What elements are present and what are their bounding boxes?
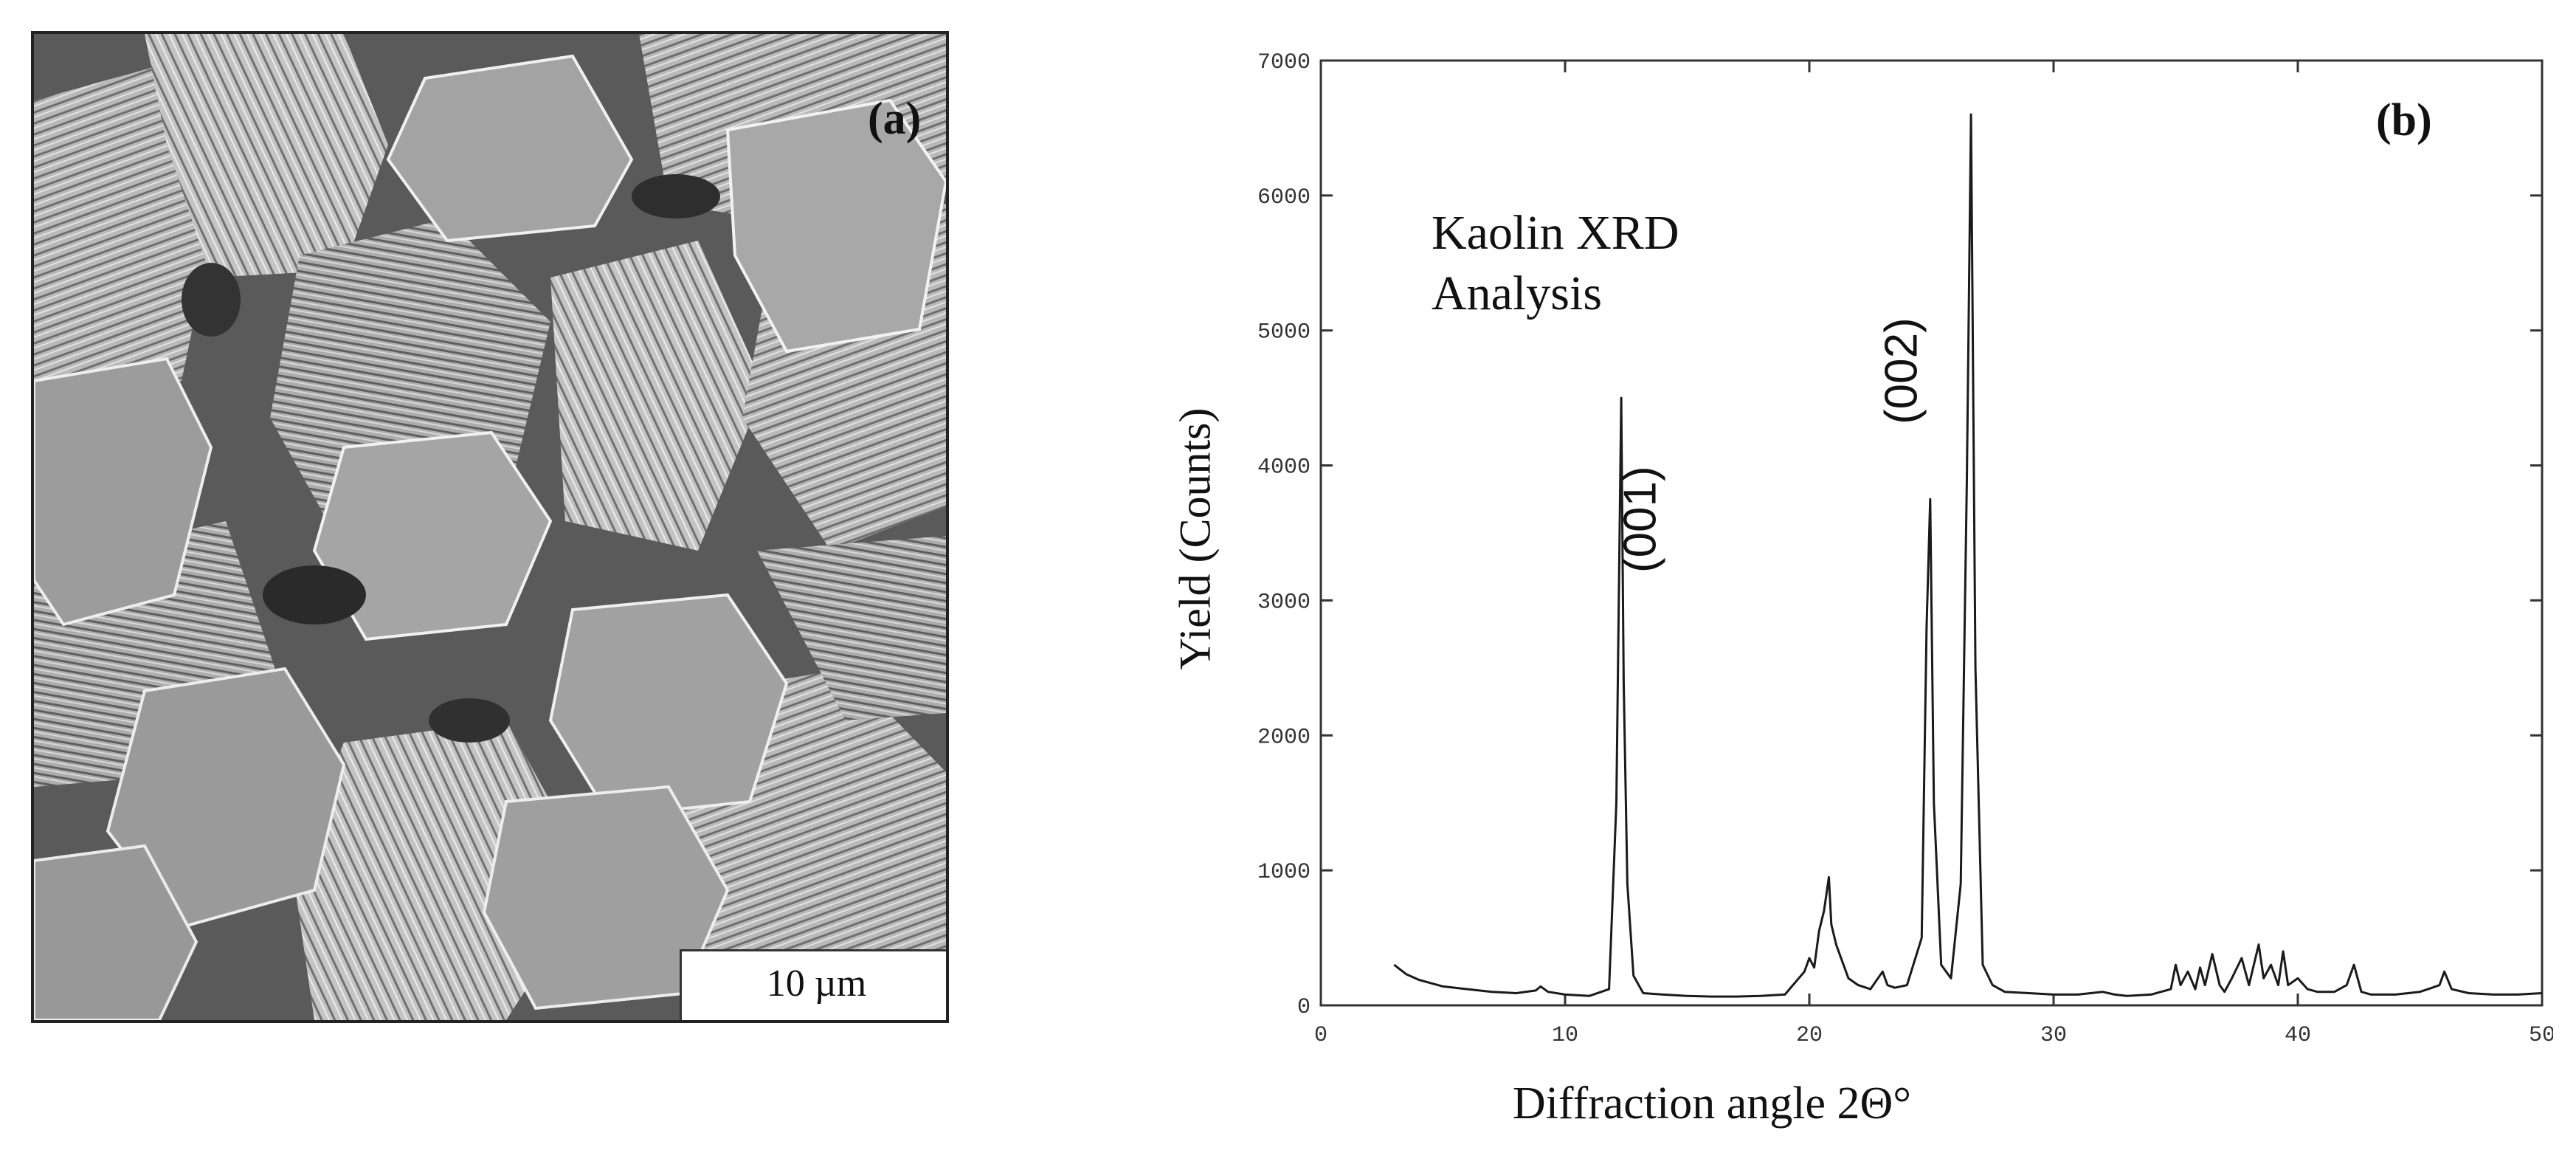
scale-bar-box: 10 µm <box>680 949 946 1023</box>
xrd-chart-panel: 0 10 20 30 40 50 0 1000 2000 3000 4000 5000 6000 7000… <box>1107 30 2554 1129</box>
y-tick-label: 3000 <box>1257 590 1311 615</box>
x-tick-label: 0 <box>1314 1023 1327 1048</box>
y-tick-label: 7000 <box>1257 50 1311 75</box>
xrd-series-line <box>1393 113 2543 998</box>
sem-micrograph-panel: (a) 10 µm <box>31 31 949 1023</box>
y-tick-label: 1000 <box>1257 860 1311 885</box>
plot-frame <box>1319 59 2544 1007</box>
chart-title: Kaolin XRD Analysis <box>1432 206 1679 320</box>
x-tick-label: 10 <box>1552 1023 1578 1048</box>
peak-annotation: (001) <box>1615 466 1666 573</box>
y-tick-label: 0 <box>1297 995 1311 1020</box>
panel-b-label: (b) <box>2376 95 2432 145</box>
scale-bar-line <box>708 1022 925 1023</box>
annotations-group: (001) (002) <box>1615 317 1927 573</box>
scale-bar-label: 10 µm <box>766 963 867 1005</box>
y-tick-label: 5000 <box>1257 320 1311 345</box>
x-tick-label: 20 <box>1796 1023 1823 1048</box>
y-tick-label: 6000 <box>1257 185 1311 210</box>
sem-micrograph-image <box>34 34 946 1020</box>
peak-annotation: (002) <box>1876 317 1927 424</box>
y-tick-label: 4000 <box>1257 455 1311 481</box>
ticks-group: 0 10 20 30 40 50 0 1000 2000 3000 4000 5000 6000 7000 <box>1257 50 2553 1048</box>
x-tick-label: 50 <box>2529 1023 2553 1048</box>
axes-group <box>1319 59 2544 1007</box>
series-group <box>1393 113 2543 998</box>
y-tick-label: 2000 <box>1257 725 1311 750</box>
x-axis-label: Diffraction angle 2Θ° <box>1512 1078 1912 1129</box>
y-axis-label: Yield (Counts) <box>1170 407 1220 670</box>
panel-a-label: (a) <box>868 94 922 144</box>
x-tick-label: 30 <box>2040 1023 2067 1048</box>
x-tick-label: 40 <box>2285 1023 2311 1048</box>
xrd-chart-svg: 0 10 20 30 40 50 0 1000 2000 3000 4000 5000 6000 7000… <box>1257 50 2553 1048</box>
